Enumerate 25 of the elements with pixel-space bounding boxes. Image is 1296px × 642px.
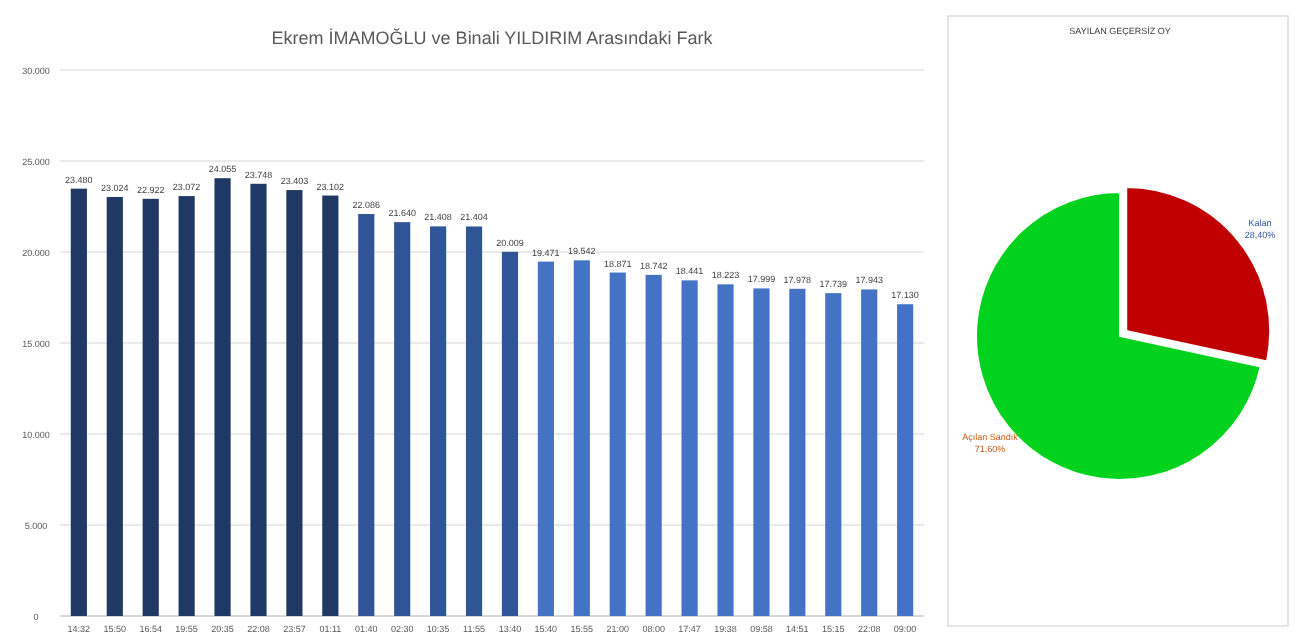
bar <box>501 251 519 616</box>
bar <box>753 288 770 616</box>
bar <box>358 214 375 616</box>
bar <box>537 261 554 616</box>
bar <box>573 260 590 616</box>
bar <box>465 226 483 616</box>
chart-title: Ekrem İMAMOĞLU ve Binali YILDIRIM Arasındaki Fark <box>271 28 714 48</box>
bar <box>717 284 734 616</box>
bar <box>286 190 303 616</box>
bar <box>825 293 842 616</box>
bar <box>178 196 195 616</box>
bar <box>861 289 878 616</box>
bar <box>106 196 123 616</box>
bar <box>789 288 806 616</box>
bar <box>70 188 87 616</box>
bar <box>250 183 267 616</box>
bar <box>645 274 662 616</box>
bar <box>430 226 447 616</box>
bar <box>681 280 698 616</box>
bar <box>322 195 339 616</box>
bar <box>394 222 411 616</box>
bar <box>214 178 231 616</box>
bar <box>609 272 626 616</box>
bar <box>142 198 159 616</box>
bar <box>897 304 914 616</box>
